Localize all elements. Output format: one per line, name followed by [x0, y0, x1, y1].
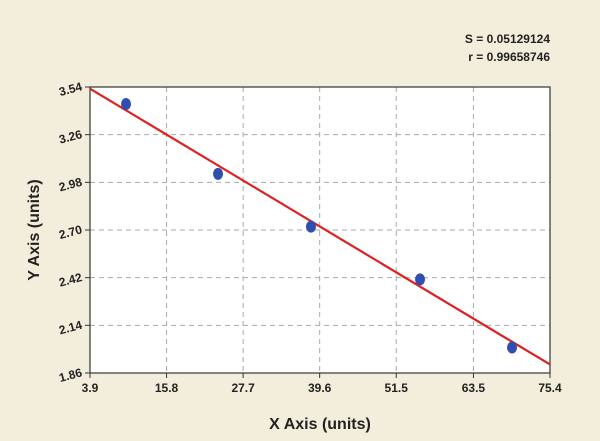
y-tick-label: 2.70 [57, 222, 83, 242]
annotation: r = 0.99658746 [468, 50, 550, 64]
data-point [305, 220, 316, 233]
x-tick-label: 39.6 [308, 381, 332, 395]
x-tick-label: 27.7 [231, 381, 255, 395]
fit-line [89, 87, 551, 366]
x-tick-label: 15.8 [155, 381, 179, 395]
y-tick-label: 1.86 [57, 365, 83, 385]
x-tick-label: 51.5 [385, 381, 409, 395]
data-point [415, 273, 426, 286]
y-tick-label: 2.42 [57, 270, 83, 290]
data-point [213, 167, 224, 180]
x-tick-label: 63.5 [462, 381, 486, 395]
y-axis-title: Y Axis (units) [26, 179, 43, 280]
x-tick-label: 75.4 [538, 381, 562, 395]
y-tick-label: 2.14 [57, 318, 83, 338]
annotation: S = 0.05129124 [465, 32, 550, 46]
y-tick-label: 3.54 [57, 79, 83, 99]
x-tick-label: 3.9 [82, 381, 99, 395]
y-tick-label: 3.26 [57, 127, 83, 147]
y-tick-label: 2.98 [57, 175, 83, 195]
x-axis-title: X Axis (units) [269, 416, 371, 433]
data-point [121, 98, 132, 111]
data-point [507, 341, 518, 354]
